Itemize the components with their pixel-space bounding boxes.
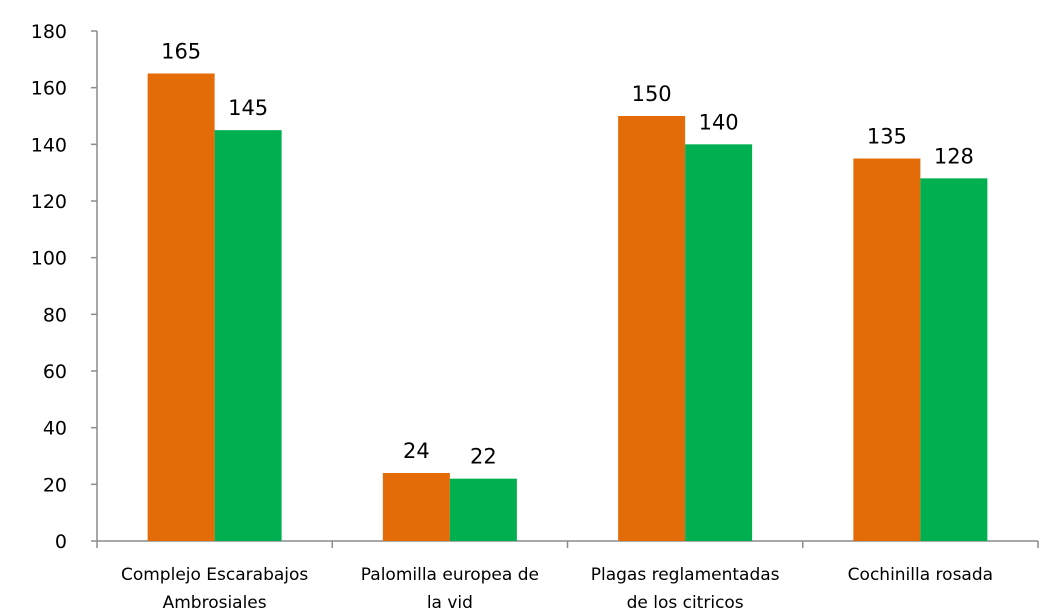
data-label: 165 — [161, 40, 201, 64]
bar — [853, 158, 921, 541]
y-tick-label: 60 — [43, 361, 67, 383]
y-tick-label: 0 — [55, 531, 67, 553]
bar — [920, 178, 988, 542]
data-label: 128 — [934, 144, 974, 168]
bar — [382, 473, 450, 541]
y-tick-label: 120 — [31, 191, 67, 213]
y-tick-label: 20 — [43, 474, 67, 496]
data-labels: 165 24 150 135 145 22 140 128 — [161, 40, 974, 469]
y-tick-label: 160 — [31, 78, 67, 100]
data-label: 140 — [699, 110, 739, 134]
x-category-label: de los citricos — [627, 593, 744, 613]
bar — [685, 144, 753, 542]
bars — [147, 73, 988, 542]
data-label: 150 — [632, 82, 672, 106]
x-category-label: Plagas reglamentadas — [591, 565, 780, 585]
x-category-label: Ambrosiales — [163, 593, 267, 613]
bar — [449, 478, 517, 541]
bar — [147, 73, 215, 541]
data-label: 22 — [470, 445, 497, 469]
y-tick-label: 100 — [31, 248, 67, 270]
bar — [618, 116, 686, 541]
y-tick-label: 40 — [43, 418, 67, 440]
x-category-label: Cochinilla rosada — [848, 565, 993, 585]
x-axis: Complejo Escarabajos Ambrosiales Palomilla… — [96, 540, 1039, 613]
data-label: 145 — [228, 96, 268, 120]
y-axis: 0 20 40 60 80 100 120 140 160 180 — [31, 21, 98, 553]
y-tick-label: 80 — [43, 304, 67, 326]
bar — [214, 130, 282, 541]
x-category-label: la vid — [427, 593, 473, 613]
x-category-label: Palomilla europea de — [361, 565, 539, 585]
y-tick-label: 140 — [31, 134, 67, 156]
y-tick-label: 180 — [31, 21, 67, 43]
data-label: 24 — [403, 439, 430, 463]
x-category-label: Complejo Escarabajos — [121, 565, 308, 585]
data-label: 135 — [867, 125, 907, 149]
